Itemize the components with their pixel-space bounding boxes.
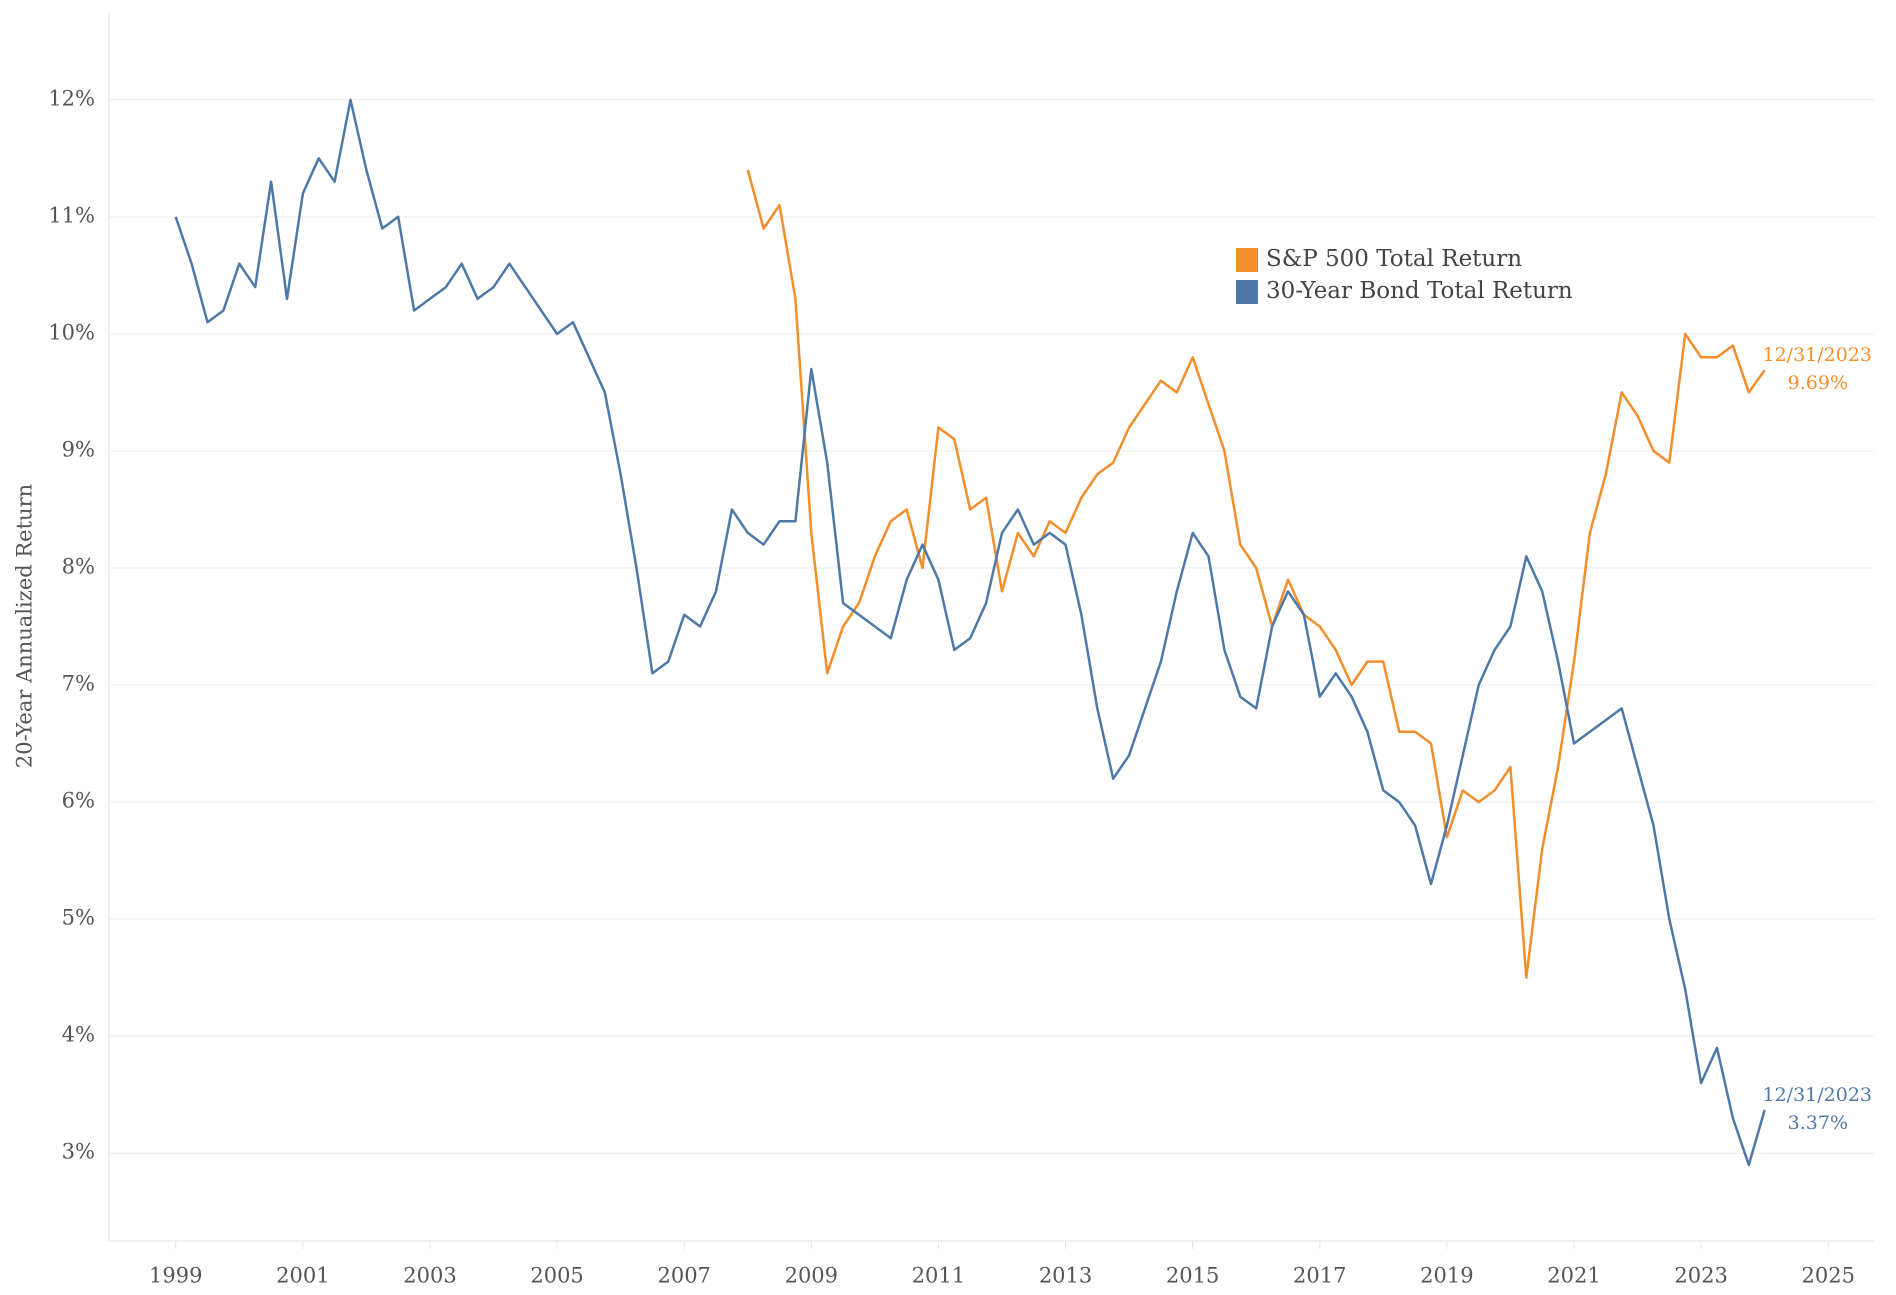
x-tick-label: 2009 — [785, 1264, 838, 1288]
legend-swatch — [1236, 248, 1258, 272]
x-tick-label: 2005 — [530, 1264, 583, 1288]
legend-swatch — [1236, 280, 1258, 304]
y-axis-label: 20-Year Annualized Return — [13, 484, 37, 768]
x-tick-label: 2015 — [1166, 1264, 1219, 1288]
x-tick-label: 2019 — [1420, 1264, 1473, 1288]
y-tick-label: 3% — [62, 1140, 95, 1164]
x-tick-label: 2001 — [276, 1264, 329, 1288]
y-tick-label: 11% — [48, 203, 95, 227]
x-tick-label: 2011 — [912, 1264, 965, 1288]
end-date-label: 12/31/2023 — [1762, 1084, 1872, 1106]
x-tick-label: 2025 — [1802, 1264, 1855, 1288]
y-tick-label: 10% — [48, 320, 95, 344]
x-tick-label: 2013 — [1039, 1264, 1092, 1288]
value-label: 3.37% — [1788, 1112, 1848, 1134]
y-tick-label: 5% — [62, 906, 95, 930]
legend-label: 30-Year Bond Total Return — [1266, 278, 1573, 304]
y-tick-label: 8% — [62, 554, 95, 578]
y-tick-label: 4% — [62, 1023, 95, 1047]
legend-label: S&P 500 Total Return — [1266, 246, 1522, 272]
line-series — [746, 169, 1766, 979]
end-date-label: 12/31/2023 — [1762, 344, 1872, 366]
y-tick-label: 12% — [48, 86, 95, 110]
value-label: 9.69% — [1788, 372, 1848, 394]
x-tick-label: 2007 — [657, 1264, 710, 1288]
x-tick-label: 1999 — [149, 1264, 202, 1288]
x-tick-label: 2021 — [1547, 1264, 1600, 1288]
x-tick-label: 2017 — [1293, 1264, 1346, 1288]
x-tick-label: 2003 — [403, 1264, 456, 1288]
x-tick-label: 2023 — [1674, 1264, 1727, 1288]
y-tick-label: 9% — [62, 437, 95, 461]
line-series — [174, 98, 1766, 1167]
y-tick-label: 7% — [62, 672, 95, 696]
y-tick-label: 6% — [62, 789, 95, 813]
